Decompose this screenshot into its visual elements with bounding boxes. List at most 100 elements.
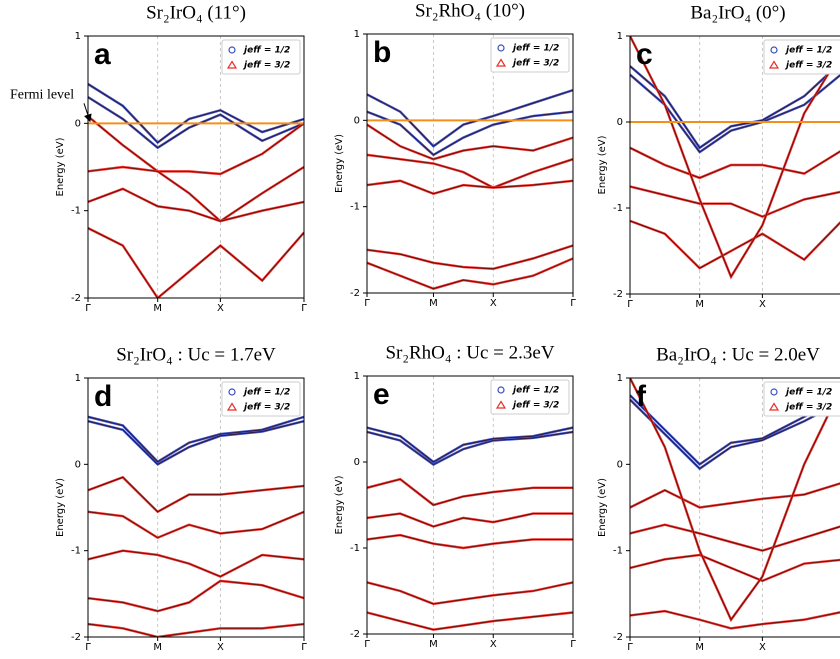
band-core <box>367 427 573 463</box>
band-core <box>630 62 840 149</box>
panel: Sr₂RhO₄ (10°) Energy (eV) -2 -1 0 1 Γ M X Γb jeff … <box>334 0 576 309</box>
x-tick-label: Γ <box>85 303 91 314</box>
band-core <box>367 124 573 160</box>
legend-label: jeff = 1/2 <box>242 46 290 56</box>
legend-marker <box>497 386 505 394</box>
legend-marker <box>768 402 780 411</box>
band-core <box>367 431 573 465</box>
band-core <box>88 116 304 175</box>
band-line <box>367 179 573 195</box>
legend-box <box>763 39 840 75</box>
band-core <box>367 180 573 195</box>
band-line <box>367 512 573 528</box>
y-tick-label: -1 <box>71 206 81 217</box>
band-line <box>88 549 304 578</box>
axes-frame <box>87 35 305 299</box>
y-tick-label: 0 <box>75 118 81 129</box>
band-line <box>88 83 304 145</box>
y-tick-label: -2 <box>71 632 81 643</box>
band-line <box>630 146 840 180</box>
band-core <box>630 147 840 179</box>
y-tick-label: 0 <box>354 457 360 468</box>
panel-title: Ba₂IrO₄ (0°) <box>690 2 785 23</box>
band-core <box>630 186 840 217</box>
y-tick-label: -1 <box>350 202 360 213</box>
x-tick-label: X <box>759 299 766 310</box>
y-tick-label: -1 <box>613 203 623 214</box>
band-line <box>88 187 304 223</box>
x-tick-label: M <box>153 303 162 314</box>
band-core <box>88 227 304 298</box>
band-core <box>630 36 840 278</box>
band-line <box>367 153 573 189</box>
legend-label: jeff = 3/2 <box>784 403 832 413</box>
y-axis-label: Energy (eV) <box>55 478 66 537</box>
x-tick-label: Γ <box>627 299 633 310</box>
band-line <box>367 533 573 550</box>
axes-frame <box>366 375 574 635</box>
band-core <box>630 399 840 470</box>
legend-box <box>221 39 301 75</box>
panel: Ba₂IrO₄ (0°)Energy (eV)-2-101ΓMXΓcjeff =… <box>597 2 840 310</box>
band-core <box>630 610 840 629</box>
panel-title: Sr₂RhO₄ : Uc = 2.3eV <box>385 342 554 363</box>
y-tick-label: 1 <box>75 31 81 42</box>
legend-marker <box>228 46 236 54</box>
bands <box>88 415 304 637</box>
legend-marker <box>226 60 238 69</box>
legend-marker <box>770 46 778 54</box>
y-tick-label: -1 <box>613 546 623 557</box>
x-tick-label: Γ <box>301 642 307 653</box>
band-core <box>367 154 573 189</box>
legend-marker <box>497 44 505 52</box>
band-line <box>367 426 573 464</box>
x-tick-label: Γ <box>301 303 307 314</box>
band-core <box>88 416 304 463</box>
bands <box>367 426 573 631</box>
x-tick-label: X <box>490 639 497 650</box>
x-tick-label: Γ <box>570 639 576 650</box>
y-tick-label: 1 <box>354 29 360 40</box>
band-line <box>630 219 840 270</box>
panel-letter: a <box>94 38 111 71</box>
band-line <box>367 611 573 631</box>
y-axis-label: Energy (eV) <box>597 135 608 194</box>
band-core <box>88 420 304 465</box>
panel-title: Sr₂IrO₄ : Uc = 1.7eV <box>116 344 276 365</box>
band-core <box>88 580 304 612</box>
annotation-arrow <box>83 103 92 123</box>
axes-frame <box>87 377 305 638</box>
band-core <box>367 478 573 506</box>
panel-letter: b <box>373 36 391 69</box>
band-core <box>367 245 573 270</box>
band-core <box>88 83 304 143</box>
band-line <box>630 73 840 154</box>
band-line <box>367 477 573 507</box>
legend-marker <box>228 388 236 396</box>
legend-box <box>490 37 570 73</box>
panel-letter: c <box>636 38 653 71</box>
band-core <box>367 513 573 527</box>
panel: Sr₂IrO₄ : Uc = 1.7eV Energy (eV) -2 -1 0 1 Γ M X… <box>55 344 307 653</box>
band-core <box>88 476 304 513</box>
x-tick-label: M <box>695 299 704 310</box>
y-axis-label: Energy (eV) <box>55 137 66 196</box>
y-tick-label: 0 <box>617 459 623 470</box>
panel: Sr₂RhO₄ : Uc = 2.3eV Energy (eV) -2 -1 0 1 Γ M X… <box>334 342 576 650</box>
y-tick-label: -2 <box>350 288 360 299</box>
x-tick-label: Γ <box>85 642 91 653</box>
y-tick-label: 1 <box>75 373 81 384</box>
band-line <box>367 244 573 271</box>
band-core <box>630 220 840 269</box>
band-core <box>630 378 840 621</box>
band-line <box>88 622 304 637</box>
panel: Sr₂IrO₄ (11°) Energy (eV) -2 -1 0 1 Γ M X Γa jeff … <box>10 2 307 314</box>
band-core <box>367 89 573 147</box>
band-core <box>88 511 304 539</box>
legend-box <box>221 381 301 417</box>
band-line <box>630 523 840 552</box>
band-core <box>88 96 304 149</box>
x-tick-label: Γ <box>627 642 633 653</box>
band-core <box>630 524 840 551</box>
band-core <box>88 550 304 577</box>
